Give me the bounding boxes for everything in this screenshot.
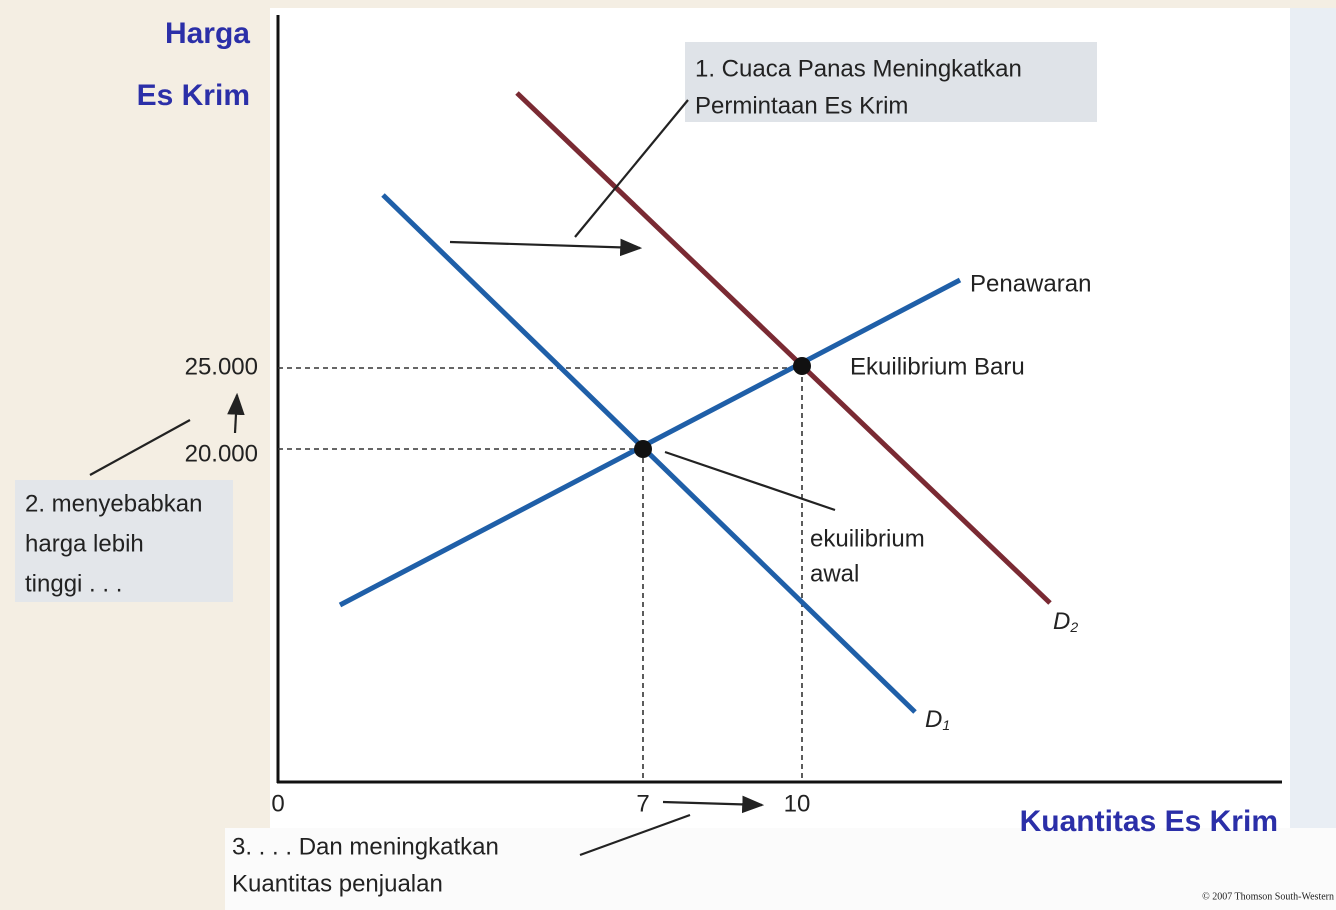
curve-subscript: 1 bbox=[942, 717, 950, 733]
x-tick-label: 7 bbox=[636, 790, 649, 817]
supply-curve bbox=[338, 277, 962, 608]
equilibrium-point bbox=[634, 440, 652, 458]
note-text: 2. menyebabkan bbox=[25, 490, 202, 517]
curve-label: D2 bbox=[1053, 608, 1078, 635]
side-strip bbox=[1290, 8, 1336, 828]
y-tick-label: 25.000 bbox=[185, 353, 258, 380]
note-text: 3. . . . Dan meningkatkan bbox=[232, 833, 499, 860]
x-axis-title: Kuantitas Es Krim bbox=[1020, 805, 1278, 838]
note-box bbox=[15, 480, 233, 602]
note-box bbox=[685, 42, 1097, 122]
y-axis-title: Es Krim bbox=[137, 79, 250, 112]
x-tick-label: 0 bbox=[271, 790, 284, 817]
plot-area bbox=[270, 8, 1290, 828]
bottom-strip bbox=[225, 828, 1336, 910]
equilibrium-point bbox=[793, 357, 811, 375]
note-text: tinggi . . . bbox=[25, 570, 122, 597]
price-arrow bbox=[227, 392, 245, 434]
quantity-arrow bbox=[662, 795, 765, 814]
pointer-line bbox=[579, 813, 691, 857]
curve-label: Penawaran bbox=[970, 270, 1091, 297]
y-tick-label: 20.000 bbox=[185, 440, 258, 467]
curve-subscript: 2 bbox=[1069, 619, 1078, 635]
curve-symbol: D bbox=[1053, 608, 1070, 635]
shift-arrow bbox=[449, 238, 643, 257]
curve-symbol: D bbox=[925, 706, 942, 733]
note-text: Permintaan Es Krim bbox=[695, 92, 908, 119]
pointer-line bbox=[89, 419, 191, 476]
point-label: awal bbox=[810, 560, 859, 587]
note-text: 1. Cuaca Panas Meningkatkan bbox=[695, 55, 1022, 82]
copyright: © 2007 Thomson South-Western bbox=[1202, 891, 1334, 902]
point-label: ekuilibrium bbox=[810, 525, 925, 552]
pointer-line bbox=[664, 450, 836, 512]
y-axis-title: Harga bbox=[165, 17, 250, 50]
x-tick-label: 10 bbox=[784, 790, 811, 817]
curve-label: D1 bbox=[925, 706, 950, 733]
point-label: Ekuilibrium Baru bbox=[850, 353, 1025, 380]
note-text: Kuantitas penjualan bbox=[232, 870, 443, 897]
demand-curve-2 bbox=[515, 91, 1052, 605]
note-text: harga lebih bbox=[25, 530, 144, 557]
pointer-line bbox=[574, 99, 689, 238]
